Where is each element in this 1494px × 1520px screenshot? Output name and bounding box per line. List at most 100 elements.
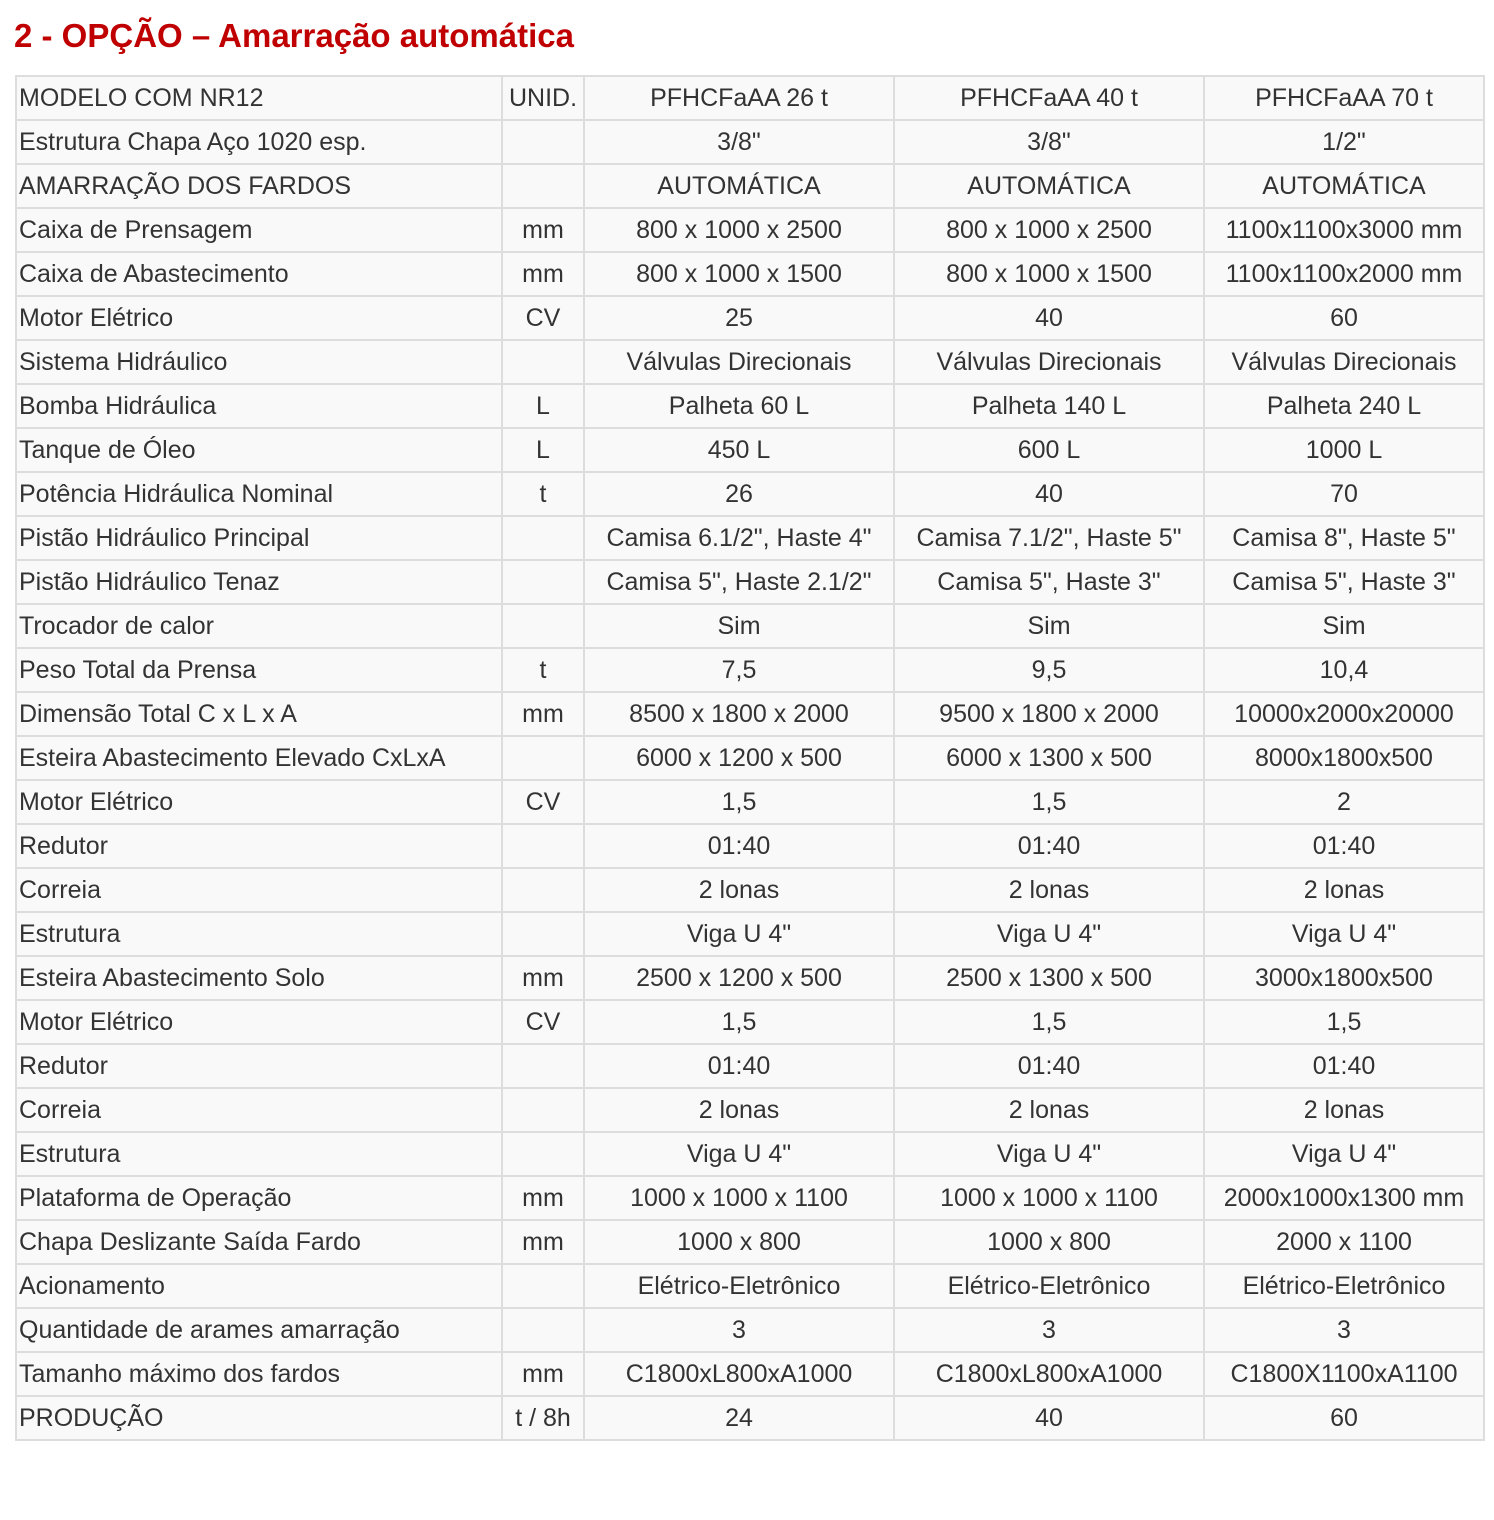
value-cell: 10,4 — [1203, 647, 1485, 693]
value-cell: 01:40 — [583, 1043, 895, 1089]
value-cell: Camisa 5", Haste 2.1/2" — [583, 559, 895, 605]
spec-label: Trocador de calor — [15, 603, 503, 649]
spec-label: Correia — [15, 1087, 503, 1133]
value-cell: Viga U 4" — [583, 911, 895, 957]
value-cell: 2 lonas — [1203, 1087, 1485, 1133]
value-cell: 01:40 — [893, 823, 1205, 869]
table-row: Tanque de Óleo L 450 L 600 L 1000 L — [15, 427, 1485, 473]
table-row: Chapa Deslizante Saída Fardo mm 1000 x 800… — [15, 1219, 1485, 1265]
value-cell: 10000x2000x20000 — [1203, 691, 1485, 737]
spec-label: Pistão Hidráulico Principal — [15, 515, 503, 561]
unit-cell: t / 8h — [501, 1395, 585, 1441]
value-cell: 2 lonas — [893, 867, 1205, 913]
unit-cell: t — [501, 647, 585, 693]
table-row: Tamanho máximo dos fardos mm C1800xL800xA1… — [15, 1351, 1485, 1397]
spec-label: Estrutura — [15, 1131, 503, 1177]
value-cell: 01:40 — [583, 823, 895, 869]
unit-cell — [501, 1131, 585, 1177]
unit-cell — [501, 1307, 585, 1353]
value-cell: AUTOMÁTICA — [1203, 163, 1485, 209]
value-cell: 9,5 — [893, 647, 1205, 693]
table-row: Bomba Hidráulica L Palheta 60 L Palheta 140… — [15, 383, 1485, 429]
spec-label: Motor Elétrico — [15, 295, 503, 341]
value-cell: 2 lonas — [893, 1087, 1205, 1133]
value-cell: Palheta 60 L — [583, 383, 895, 429]
table-row: Motor Elétrico CV 1,5 1,5 1,5 — [15, 999, 1485, 1045]
unit-cell: UNID. — [501, 75, 585, 121]
value-cell: 6000 x 1200 x 500 — [583, 735, 895, 781]
value-cell: Sim — [893, 603, 1205, 649]
unit-cell: mm — [501, 955, 585, 1001]
unit-cell: mm — [501, 251, 585, 297]
value-cell: 1000 x 1000 x 1100 — [583, 1175, 895, 1221]
unit-cell: mm — [501, 691, 585, 737]
value-cell: Palheta 240 L — [1203, 383, 1485, 429]
value-cell: 40 — [893, 471, 1205, 517]
unit-cell — [501, 1263, 585, 1309]
value-cell: Palheta 140 L — [893, 383, 1205, 429]
value-cell: 2 lonas — [583, 1087, 895, 1133]
unit-cell: L — [501, 427, 585, 473]
unit-cell — [501, 119, 585, 165]
value-cell: Camisa 7.1/2", Haste 5" — [893, 515, 1205, 561]
unit-cell: mm — [501, 1219, 585, 1265]
value-cell: 3 — [893, 1307, 1205, 1353]
unit-cell: mm — [501, 207, 585, 253]
value-cell: 3000x1800x500 — [1203, 955, 1485, 1001]
spec-label: AMARRAÇÃO DOS FARDOS — [15, 163, 503, 209]
table-row: Acionamento Elétrico-Eletrônico Elétrico-E… — [15, 1263, 1485, 1309]
spec-label: Plataforma de Operação — [15, 1175, 503, 1221]
value-cell: PFHCFaAA 40 t — [893, 75, 1205, 121]
spec-label: Caixa de Prensagem — [15, 207, 503, 253]
table-row: Estrutura Viga U 4" Viga U 4" Viga U 4" — [15, 1131, 1485, 1177]
value-cell: Elétrico-Eletrônico — [893, 1263, 1205, 1309]
spec-label: Esteira Abastecimento Elevado CxLxA — [15, 735, 503, 781]
value-cell: 1000 x 800 — [583, 1219, 895, 1265]
value-cell: 2000x1000x1300 mm — [1203, 1175, 1485, 1221]
value-cell: 2 lonas — [1203, 867, 1485, 913]
spec-label: Estrutura — [15, 911, 503, 957]
value-cell: Válvulas Direcionais — [893, 339, 1205, 385]
spec-label: PRODUÇÃO — [15, 1395, 503, 1441]
spec-label: MODELO COM NR12 — [15, 75, 503, 121]
spec-label: Tanque de Óleo — [15, 427, 503, 473]
value-cell: 800 x 1000 x 2500 — [583, 207, 895, 253]
value-cell: 60 — [1203, 1395, 1485, 1441]
header-row: MODELO COM NR12 UNID. PFHCFaAA 26 t PFHCFaA… — [15, 75, 1485, 121]
value-cell: 1,5 — [1203, 999, 1485, 1045]
unit-cell: CV — [501, 779, 585, 825]
table-row: Redutor 01:40 01:40 01:40 — [15, 823, 1485, 869]
value-cell: 800 x 1000 x 2500 — [893, 207, 1205, 253]
unit-cell — [501, 823, 585, 869]
spec-label: Redutor — [15, 1043, 503, 1089]
table-row: Redutor 01:40 01:40 01:40 — [15, 1043, 1485, 1089]
spec-label: Acionamento — [15, 1263, 503, 1309]
spec-label: Estrutura Chapa Aço 1020 esp. — [15, 119, 503, 165]
page-title: 2 - OPÇÃO – Amarração automática — [14, 17, 574, 54]
value-cell: 2 lonas — [583, 867, 895, 913]
unit-cell — [501, 1087, 585, 1133]
value-cell: 600 L — [893, 427, 1205, 473]
value-cell: 3 — [1203, 1307, 1485, 1353]
value-cell: Válvulas Direcionais — [583, 339, 895, 385]
spec-label: Motor Elétrico — [15, 999, 503, 1045]
value-cell: 01:40 — [1203, 1043, 1485, 1089]
table-row: Quantidade de arames amarração 3 3 3 — [15, 1307, 1485, 1353]
value-cell: 26 — [583, 471, 895, 517]
value-cell: Viga U 4" — [893, 1131, 1205, 1177]
spec-label: Redutor — [15, 823, 503, 869]
unit-cell — [501, 603, 585, 649]
unit-cell — [501, 163, 585, 209]
value-cell: Camisa 5", Haste 3" — [893, 559, 1205, 605]
table-row: Estrutura Chapa Aço 1020 esp. 3/8" 3/8" 1/2… — [15, 119, 1485, 165]
value-cell: C1800xL800xA1000 — [583, 1351, 895, 1397]
unit-cell — [501, 911, 585, 957]
table-row: Trocador de calor Sim Sim Sim — [15, 603, 1485, 649]
unit-cell — [501, 867, 585, 913]
value-cell: Viga U 4" — [1203, 1131, 1485, 1177]
spec-label: Bomba Hidráulica — [15, 383, 503, 429]
value-cell: 1100x1100x3000 mm — [1203, 207, 1485, 253]
spec-label: Motor Elétrico — [15, 779, 503, 825]
spec-label: Peso Total da Prensa — [15, 647, 503, 693]
